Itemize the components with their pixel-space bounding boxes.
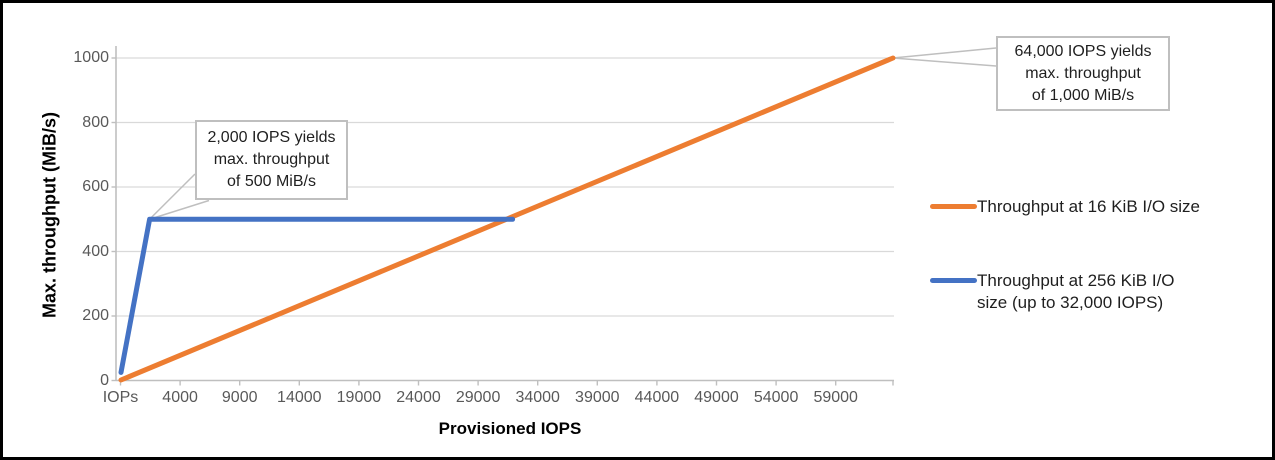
callout-line: 2,000 IOPS yields <box>207 129 336 146</box>
callout-64000-iops: 64,000 IOPS yields max. throughput of 1,… <box>996 36 1170 111</box>
legend-item-256kib: Throughput at 256 KiB I/O size (up to 32… <box>930 270 1175 314</box>
x-tick-label: 44000 <box>634 389 680 406</box>
x-tick-label: 39000 <box>575 389 620 406</box>
series-line-256kib <box>118 216 516 375</box>
x-tick-label: 59000 <box>813 389 858 406</box>
leader-line <box>892 47 997 67</box>
x-tick-label: 54000 <box>753 389 799 406</box>
y-tick-label: 200 <box>82 307 109 324</box>
x-tick-label: 9000 <box>221 389 258 406</box>
x-tick-label: 29000 <box>455 389 501 406</box>
x-axis-title: Provisioned IOPS <box>438 419 582 438</box>
x-tick-label: 34000 <box>515 389 560 406</box>
x-tick-label: 14000 <box>277 389 322 406</box>
callout-line: 64,000 IOPS yields <box>1014 42 1152 60</box>
callout-line: of 1,000 MiB/s <box>1031 86 1135 104</box>
callout-line: max. throughput <box>213 151 330 168</box>
y-tick-label: 600 <box>82 178 109 195</box>
y-tick-label: 0 <box>100 371 109 389</box>
y-tick-label: 400 <box>82 242 109 260</box>
x-tick-label: IOPs <box>102 389 139 406</box>
callout-line: max. throughput <box>1025 64 1141 82</box>
x-tick-label: 4000 <box>162 389 198 406</box>
x-tick-label: 49000 <box>694 389 739 406</box>
callout-line: of 500 MiB/s <box>227 173 316 190</box>
y-axis-title: Max. throughput (MiB/s) <box>39 112 60 318</box>
x-tick-label: 24000 <box>396 389 441 406</box>
legend-swatch-16kib <box>930 204 977 209</box>
x-tick-label: 19000 <box>336 389 382 406</box>
legend-item-16kib: Throughput at 16 KiB I/O size <box>930 196 1200 218</box>
legend-label: Throughput at 256 KiB I/O <box>977 271 1175 290</box>
y-tick-label: 800 <box>82 113 109 131</box>
y-tick-label: 1000 <box>73 49 109 66</box>
legend-label: Throughput at 16 KiB I/O size <box>977 197 1201 216</box>
legend-swatch-256kib <box>930 278 977 283</box>
callout-2000-iops: 2,000 IOPS yields max. throughput of 500… <box>195 120 348 200</box>
legend-label: size (up to 32,000 IOPS) <box>977 293 1164 312</box>
